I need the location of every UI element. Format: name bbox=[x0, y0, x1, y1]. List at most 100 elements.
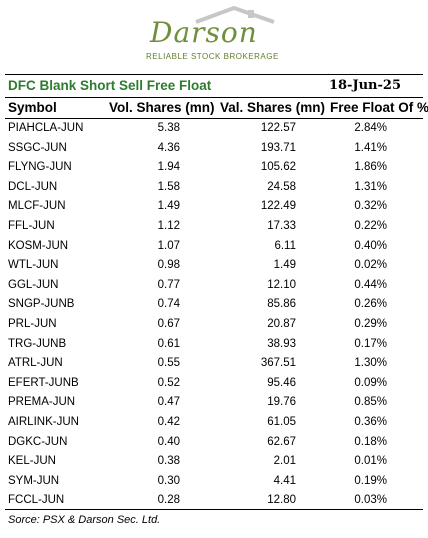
cell-val-shares: 61.05 bbox=[267, 415, 296, 428]
table-row: FFL-JUN 1.12 17.33 0.22% bbox=[5, 217, 423, 237]
logo-mark: Darson RELIABLE STOCK BROKERAGE bbox=[138, 6, 288, 68]
table-row: KEL-JUN 0.38 2.01 0.01% bbox=[5, 452, 423, 472]
cell-vol-shares: 0.98 bbox=[157, 259, 180, 272]
table-row: KOSM-JUN 1.07 6.11 0.40% bbox=[5, 237, 423, 257]
cell-vol-shares: 5.38 bbox=[157, 122, 180, 134]
cell-free-float: 0.18% bbox=[354, 435, 387, 448]
roof-icon bbox=[195, 6, 275, 24]
cell-symbol: AIRLINK-JUN bbox=[8, 415, 79, 428]
cell-symbol: PRL-JUN bbox=[8, 317, 57, 330]
cell-symbol: MLCF-JUN bbox=[8, 200, 66, 213]
cell-val-shares: 2.01 bbox=[273, 455, 296, 468]
logo-tagline: RELIABLE STOCK BROKERAGE bbox=[146, 52, 279, 61]
cell-free-float: 1.86% bbox=[354, 161, 387, 174]
header-row: Symbol Vol. Shares (mn) Val. Shares (mn)… bbox=[5, 98, 428, 119]
cell-val-shares: 6.11 bbox=[274, 239, 296, 252]
cell-vol-shares: 4.36 bbox=[157, 141, 180, 154]
cell-symbol: ATRL-JUN bbox=[8, 357, 63, 370]
cell-val-shares: 12.80 bbox=[267, 494, 296, 507]
table-row: FCCL-JUN 0.28 12.80 0.03% bbox=[5, 491, 423, 511]
cell-val-shares: 12.10 bbox=[267, 278, 296, 291]
cell-free-float: 0.02% bbox=[354, 259, 387, 272]
cell-free-float: 1.31% bbox=[354, 180, 387, 193]
table-row: EFERT-JUNB 0.52 95.46 0.09% bbox=[5, 374, 423, 394]
source-row: Sorce: PSX & Darson Sec. Ltd. bbox=[5, 509, 423, 532]
cell-val-shares: 24.58 bbox=[267, 180, 296, 193]
cell-symbol: EFERT-JUNB bbox=[8, 376, 79, 389]
cell-free-float: 0.85% bbox=[354, 396, 387, 409]
cell-symbol: DGKC-JUN bbox=[8, 435, 68, 448]
cell-free-float: 0.32% bbox=[354, 200, 387, 213]
cell-vol-shares: 1.94 bbox=[157, 161, 180, 174]
cell-free-float: 0.22% bbox=[354, 219, 387, 232]
cell-symbol: DCL-JUN bbox=[8, 180, 58, 193]
table-row: ATRL-JUN 0.55 367.51 1.30% bbox=[5, 354, 423, 374]
header-free-float: Free Float Of % bbox=[330, 100, 428, 115]
table-row: AIRLINK-JUN 0.42 61.05 0.36% bbox=[5, 413, 423, 433]
cell-free-float: 0.19% bbox=[354, 474, 387, 487]
cell-symbol: SNGP-JUNB bbox=[8, 298, 75, 311]
cell-free-float: 0.03% bbox=[354, 494, 387, 507]
cell-symbol: FFL-JUN bbox=[8, 219, 55, 232]
cell-symbol: TRG-JUNB bbox=[8, 337, 67, 350]
title-row: DFC Blank Short Sell Free Float 18-Jun-2… bbox=[5, 75, 423, 98]
cell-vol-shares: 0.55 bbox=[157, 357, 180, 370]
table-row: MLCF-JUN 1.49 122.49 0.32% bbox=[5, 197, 423, 217]
source-note: Sorce: PSX & Darson Sec. Ltd. bbox=[8, 514, 161, 526]
cell-val-shares: 1.49 bbox=[273, 259, 296, 272]
cell-free-float: 0.09% bbox=[354, 376, 387, 389]
cell-vol-shares: 0.74 bbox=[157, 298, 180, 311]
table-row: DCL-JUN 1.58 24.58 1.31% bbox=[5, 178, 423, 198]
darson-logo: Darson RELIABLE STOCK BROKERAGE bbox=[0, 0, 428, 74]
cell-vol-shares: 0.47 bbox=[157, 396, 180, 409]
cell-symbol: FCCL-JUN bbox=[8, 494, 65, 507]
cell-vol-shares: 0.38 bbox=[157, 455, 180, 468]
cell-vol-shares: 0.52 bbox=[157, 376, 180, 389]
table-body: PIAHCLA-JUN 5.38 122.57 2.84% SSGC-JUN 4.36 19… bbox=[5, 119, 423, 511]
cell-free-float: 0.29% bbox=[354, 317, 387, 330]
table-row: GGL-JUN 0.77 12.10 0.44% bbox=[5, 276, 423, 296]
table-row: FLYNG-JUN 1.94 105.62 1.86% bbox=[5, 158, 423, 178]
cell-symbol: FLYNG-JUN bbox=[8, 161, 72, 174]
cell-vol-shares: 0.42 bbox=[157, 415, 180, 428]
table-title: DFC Blank Short Sell Free Float bbox=[8, 78, 212, 93]
table-row: PIAHCLA-JUN 5.38 122.57 2.84% bbox=[5, 119, 423, 139]
cell-symbol: WTL-JUN bbox=[8, 259, 59, 272]
cell-vol-shares: 0.61 bbox=[157, 337, 180, 350]
cell-symbol: PREMA-JUN bbox=[8, 396, 76, 409]
table-row: SSGC-JUN 4.36 193.71 1.41% bbox=[5, 139, 423, 159]
cell-val-shares: 122.57 bbox=[260, 122, 296, 134]
cell-val-shares: 38.93 bbox=[267, 337, 296, 350]
free-float-table: DFC Blank Short Sell Free Float 18-Jun-2… bbox=[5, 74, 428, 537]
header-vol-shares: Vol. Shares (mn) bbox=[109, 100, 215, 115]
cell-vol-shares: 0.67 bbox=[157, 317, 180, 330]
table-row: PREMA-JUN 0.47 19.76 0.85% bbox=[5, 393, 423, 413]
table-row: DGKC-JUN 0.40 62.67 0.18% bbox=[5, 433, 423, 453]
table-row: WTL-JUN 0.98 1.49 0.02% bbox=[5, 256, 423, 276]
cell-symbol: SSGC-JUN bbox=[8, 141, 67, 154]
cell-vol-shares: 0.30 bbox=[157, 474, 180, 487]
cell-symbol: GGL-JUN bbox=[8, 278, 59, 291]
header-val-shares: Val. Shares (mn) bbox=[220, 100, 326, 115]
cell-free-float: 1.30% bbox=[354, 357, 387, 370]
cell-val-shares: 62.67 bbox=[267, 435, 296, 448]
cell-free-float: 0.36% bbox=[354, 415, 387, 428]
cell-val-shares: 17.33 bbox=[267, 219, 296, 232]
cell-val-shares: 85.86 bbox=[267, 298, 296, 311]
cell-vol-shares: 1.49 bbox=[157, 200, 180, 213]
cell-vol-shares: 0.40 bbox=[157, 435, 180, 448]
cell-val-shares: 19.76 bbox=[267, 396, 296, 409]
cell-val-shares: 122.49 bbox=[260, 200, 296, 213]
cell-val-shares: 20.87 bbox=[267, 317, 296, 330]
cell-vol-shares: 0.28 bbox=[157, 494, 180, 507]
cell-free-float: 0.26% bbox=[354, 298, 387, 311]
cell-val-shares: 4.41 bbox=[273, 474, 296, 487]
cell-symbol: PIAHCLA-JUN bbox=[8, 122, 84, 134]
cell-free-float: 0.40% bbox=[354, 239, 387, 252]
cell-symbol: KEL-JUN bbox=[8, 455, 56, 468]
cell-val-shares: 95.46 bbox=[267, 376, 296, 389]
logo-name: Darson bbox=[150, 16, 258, 49]
table-row: TRG-JUNB 0.61 38.93 0.17% bbox=[5, 335, 423, 355]
table-row: PRL-JUN 0.67 20.87 0.29% bbox=[5, 315, 423, 335]
cell-vol-shares: 1.58 bbox=[157, 180, 180, 193]
